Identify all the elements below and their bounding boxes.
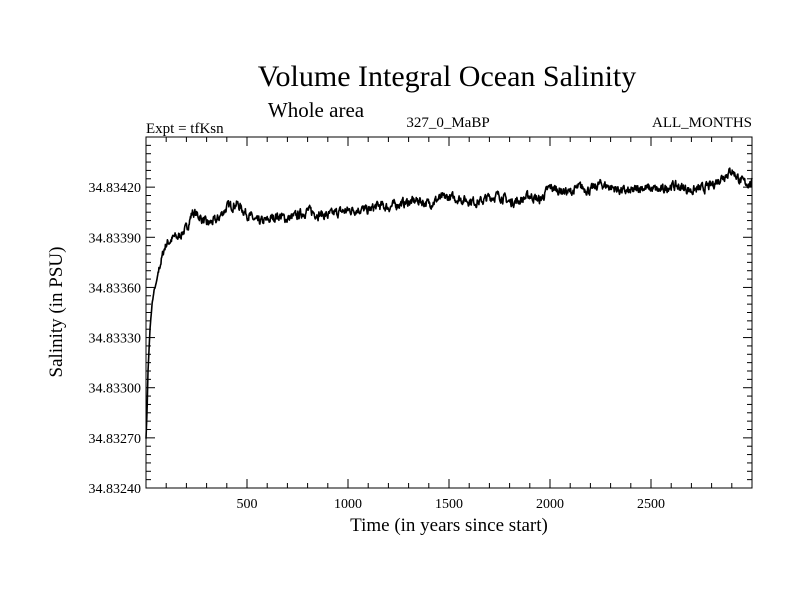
x-tick-label: 1500 — [435, 497, 463, 512]
x-axis-label: Time (in years since start) — [350, 515, 548, 536]
x-tick-label: 1000 — [334, 497, 362, 512]
period-label: 327_0_MaBP — [406, 115, 489, 131]
chart-subtitle: Whole area — [268, 98, 365, 122]
y-tick-label: 34.83270 — [89, 432, 142, 447]
y-tick-label: 34.83300 — [89, 382, 142, 397]
axis-ticks — [146, 137, 752, 488]
y-tick-label: 34.83420 — [89, 181, 142, 196]
y-tick-label: 34.83360 — [89, 281, 142, 296]
y-tick-label: 34.83330 — [89, 332, 142, 347]
axis-tick-labels: 500 1000 1500 2000 2500 34.83240 34.83270 34.83… — [89, 181, 666, 512]
salinity-series-line — [145, 167, 753, 439]
months-label: ALL_MONTHS — [652, 115, 752, 131]
y-axis-label: Salinity (in PSU) — [46, 247, 67, 378]
x-tick-label: 2000 — [536, 497, 564, 512]
y-tick-label: 34.83240 — [89, 482, 142, 497]
chart-title: Volume Integral Ocean Salinity — [258, 60, 637, 93]
x-tick-label: 500 — [237, 497, 258, 512]
x-tick-label: 2500 — [637, 497, 665, 512]
experiment-label: Expt = tfKsn — [146, 121, 224, 137]
y-tick-label: 34.83390 — [89, 231, 142, 246]
